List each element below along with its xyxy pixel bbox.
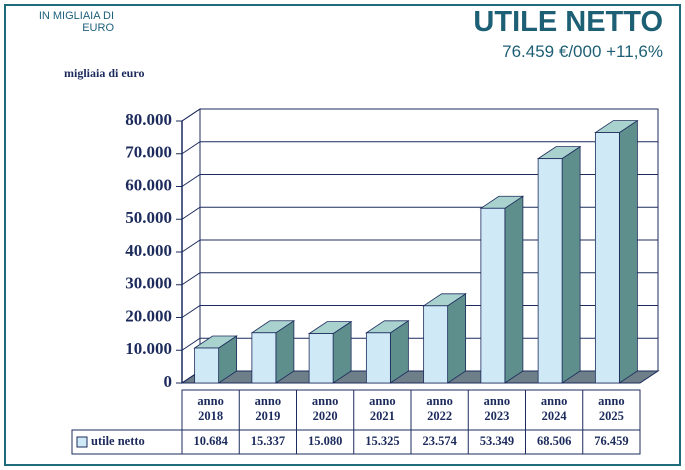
y-tick-label: 20.000 [125, 306, 172, 325]
grid-line [181, 108, 658, 122]
y-tick-label: 30.000 [125, 274, 172, 293]
value-label: 76.459 [594, 434, 628, 448]
x-tick-line: 2019 [255, 409, 280, 423]
bar-side [561, 145, 581, 384]
x-tick-line: anno [369, 394, 395, 408]
x-tick-line: 2024 [542, 409, 568, 423]
x-tick-line: 2020 [313, 409, 338, 423]
x-tick-line: 2023 [484, 409, 509, 423]
x-tick-line: 2022 [427, 409, 452, 423]
bar [423, 305, 449, 384]
value-label: 10.684 [193, 434, 228, 448]
x-tick-line: anno [541, 394, 567, 408]
value-label: 15.337 [251, 434, 285, 448]
bar [194, 347, 220, 384]
x-tick-line: anno [484, 394, 510, 408]
grid-line [181, 141, 658, 155]
unit-note: IN MIGLIAIA DI EURO [38, 10, 114, 34]
bar-side [618, 119, 638, 384]
x-tick-label: anno 2019 [255, 394, 281, 423]
bar [537, 158, 563, 384]
x-tick-line: 2025 [599, 409, 624, 423]
value-label: 15.325 [365, 434, 399, 448]
y-tick-label: 10.000 [125, 339, 172, 358]
y-tick-label: 70.000 [125, 143, 172, 162]
bar [594, 132, 620, 384]
chart-title: UTILE NETTO [473, 6, 663, 38]
y-tick-label: 40.000 [125, 241, 172, 260]
x-tick-line: anno [312, 394, 338, 408]
x-tick-label: anno 2022 [426, 394, 452, 423]
value-label: 68.506 [537, 434, 571, 448]
value-label: 53.349 [480, 434, 514, 448]
legend-swatch [76, 436, 88, 448]
x-tick-line: 2021 [370, 409, 395, 423]
y-axis-label: migliaia di euro [64, 66, 144, 80]
value-label: 15.080 [308, 434, 342, 448]
chart-subtitle: 76.459 €/000 +11,6% [502, 42, 663, 61]
x-tick-label: anno 2023 [484, 394, 510, 423]
x-tick-label: anno 2025 [598, 394, 624, 423]
x-tick-line: anno [255, 394, 281, 408]
x-tick-line: anno [426, 394, 452, 408]
bar [308, 333, 334, 384]
value-label: 23.574 [422, 434, 457, 448]
bar-side [447, 293, 467, 384]
grid-line [181, 174, 658, 187]
y-tick-label: 50.000 [125, 208, 172, 227]
bar [251, 332, 277, 384]
x-tick-label: anno 2024 [541, 394, 567, 423]
y-tick-label: 0 [164, 372, 173, 391]
x-tick-line: anno [598, 394, 624, 408]
x-tick-label: anno 2020 [312, 394, 338, 423]
bar-side [504, 195, 524, 384]
bar [480, 207, 506, 384]
legend-label: utile netto [91, 434, 145, 448]
bar [365, 332, 391, 384]
y-tick-label: 80.000 [125, 110, 172, 129]
x-tick-line: 2018 [198, 409, 223, 423]
x-tick-label: anno 2018 [197, 394, 223, 423]
x-tick-label: anno 2021 [369, 394, 395, 423]
y-tick-label: 60.000 [125, 175, 172, 194]
x-tick-line: anno [197, 394, 223, 408]
